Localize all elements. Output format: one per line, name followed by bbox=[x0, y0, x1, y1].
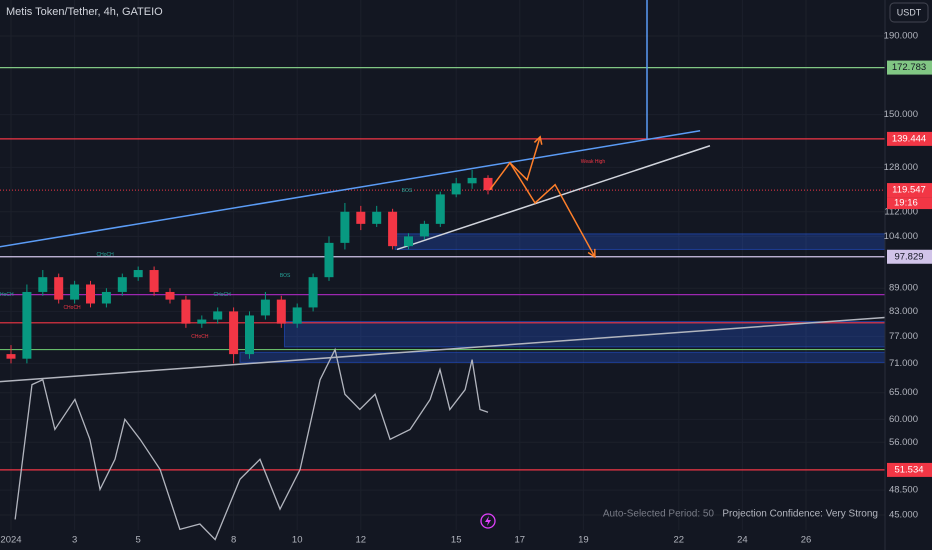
trendline bbox=[0, 316, 885, 383]
x-tick-label: 5 bbox=[136, 535, 141, 546]
candle-body bbox=[213, 311, 223, 320]
lightning-icon[interactable] bbox=[480, 513, 496, 529]
y-tick-label: 89.000 bbox=[889, 283, 918, 294]
annotation: CHoCH bbox=[214, 292, 232, 298]
candle-body bbox=[340, 211, 350, 243]
projection-arrow bbox=[489, 136, 541, 191]
candle-body bbox=[372, 211, 382, 224]
annotation: BOS bbox=[280, 273, 291, 279]
zone bbox=[394, 233, 885, 250]
annotation: Weak High bbox=[581, 159, 606, 165]
annotation: CHoCH bbox=[0, 292, 14, 298]
currency-button[interactable] bbox=[889, 2, 929, 23]
candle-body bbox=[101, 291, 111, 304]
x-tick-label: 3 bbox=[72, 535, 77, 546]
level-label-box bbox=[887, 60, 932, 75]
x-tick-label: 17 bbox=[515, 535, 526, 546]
level-label-box bbox=[887, 131, 932, 146]
candle-body bbox=[245, 315, 254, 355]
lightning-bolt bbox=[485, 516, 491, 526]
level-label: 139.444 bbox=[892, 133, 926, 144]
y-tick-label: 48.500 bbox=[889, 485, 918, 496]
level-label: 119.547 bbox=[892, 185, 926, 196]
candle-body bbox=[133, 270, 143, 278]
y-tick-label: 56.000 bbox=[889, 437, 918, 448]
x-tick-label: 10 bbox=[292, 535, 303, 546]
countdown: 19:16 bbox=[894, 198, 918, 209]
candle-body bbox=[54, 277, 64, 300]
x-tick-label: 19 bbox=[578, 535, 589, 546]
candle-body bbox=[451, 183, 461, 195]
arrow-head bbox=[533, 135, 543, 145]
annotation: CHoCH bbox=[191, 334, 209, 340]
currency[interactable]: USDT bbox=[897, 7, 922, 17]
candle-body bbox=[260, 299, 270, 316]
trendline bbox=[0, 129, 701, 248]
candle-body bbox=[388, 211, 398, 247]
x-tick-label: 26 bbox=[801, 535, 812, 546]
candle-body bbox=[197, 319, 207, 324]
x-tick-label: 22 bbox=[674, 535, 685, 546]
candle-body bbox=[324, 242, 334, 278]
annotation: BOS bbox=[402, 188, 413, 194]
candle-body bbox=[419, 223, 429, 237]
candle-body bbox=[483, 177, 493, 191]
candle-body bbox=[38, 277, 48, 292]
level-label-box bbox=[887, 183, 932, 198]
y-tick-label: 71.000 bbox=[889, 358, 918, 369]
y-tick-label: 65.000 bbox=[889, 387, 918, 398]
candle-body bbox=[149, 270, 159, 292]
trendline bbox=[396, 145, 711, 251]
candle-body bbox=[404, 236, 413, 247]
y-tick-label: 77.000 bbox=[889, 331, 918, 342]
level-label: 172.783 bbox=[892, 62, 926, 73]
x-tick-label: 15 bbox=[451, 535, 462, 546]
y-tick-label: 150.000 bbox=[884, 109, 918, 120]
level-label: 51.534 bbox=[894, 464, 923, 475]
candle-body bbox=[435, 194, 445, 224]
candle-body bbox=[356, 211, 366, 224]
y-tick-label: 83.000 bbox=[889, 306, 918, 317]
x-tick-label: 24 bbox=[737, 535, 748, 546]
footer-period: Auto-Selected Period: 50 bbox=[603, 509, 715, 520]
candle-body bbox=[276, 299, 286, 324]
price-axis: 190.000 150.000 128.000 112.000 104.000 89.00… bbox=[0, 31, 932, 546]
indicator-line bbox=[14, 347, 489, 541]
y-tick-label: 190.000 bbox=[884, 31, 918, 42]
candle-body bbox=[86, 284, 95, 304]
arrow-head bbox=[587, 248, 596, 259]
y-tick-label: 104.000 bbox=[884, 231, 918, 242]
footer-confidence: Projection Confidence: Very Strong bbox=[722, 509, 878, 520]
zone bbox=[283, 321, 885, 348]
candle-body bbox=[165, 291, 175, 300]
candle-body bbox=[308, 277, 318, 308]
candle-body bbox=[70, 284, 80, 300]
grid bbox=[0, 0, 885, 530]
annotation: CHoCH bbox=[63, 305, 81, 311]
candle-body bbox=[22, 291, 32, 359]
y-tick-label: 45.000 bbox=[889, 510, 918, 521]
candle-body bbox=[117, 277, 127, 292]
plot-area: CHoCH CHoCH CHoCH CHoCH CHoCH BOS BOS Weak High bbox=[0, 0, 885, 541]
y-tick-label: 112.000 bbox=[884, 206, 918, 217]
annotation: CHoCH bbox=[97, 252, 115, 258]
candle-body bbox=[6, 354, 16, 359]
y-tick-label: 128.000 bbox=[884, 162, 918, 173]
candle-body bbox=[292, 307, 302, 324]
level-label: 97.829 bbox=[894, 251, 923, 262]
candle-body bbox=[467, 177, 477, 184]
countdown-box bbox=[887, 197, 932, 210]
chart-title: Metis Token/Tether, 4h, GATEIO bbox=[6, 6, 163, 18]
level-label-box bbox=[887, 462, 932, 477]
level-label-box bbox=[887, 249, 932, 264]
x-tick-label: 8 bbox=[231, 535, 236, 546]
x-tick-label: 12 bbox=[356, 535, 367, 546]
y-tick-label: 60.000 bbox=[889, 414, 918, 425]
candle-body bbox=[181, 299, 191, 324]
x-tick-label: 2024 bbox=[0, 535, 21, 546]
candle-body bbox=[229, 311, 239, 355]
projection-arrow bbox=[509, 162, 596, 258]
